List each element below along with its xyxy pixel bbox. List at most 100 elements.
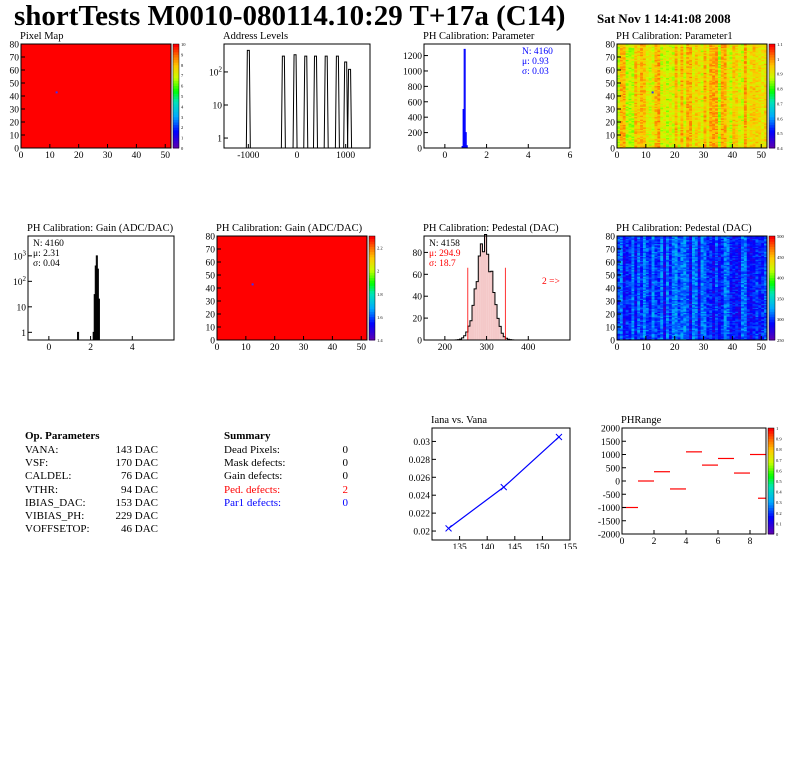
color-scale-bin [369, 303, 375, 307]
heatmap-cell [686, 107, 690, 110]
heatmap-cell [741, 111, 745, 114]
heatmap-cell [622, 301, 626, 303]
heatmap-cell [752, 96, 756, 98]
heatmap-cell [689, 103, 693, 106]
heatmap-cell [752, 119, 756, 121]
heatmap-cell [617, 44, 621, 46]
heatmap-cell [761, 72, 765, 75]
heatmap-cell [631, 76, 635, 79]
heatmap-cell [657, 103, 661, 106]
heatmap-cell [712, 47, 716, 50]
heatmap-cell [628, 324, 632, 326]
histogram-shade [469, 320, 473, 340]
heatmap-cell [700, 88, 704, 90]
heatmap-cell [619, 73, 624, 76]
heatmap-cell [735, 86, 739, 89]
heatmap-cell [686, 53, 690, 55]
heatmap-cell [761, 120, 765, 123]
heatmap-cell [660, 85, 664, 88]
heatmap-cell [746, 46, 750, 49]
heatmap-cell [758, 110, 762, 112]
heatmap-cell [712, 144, 716, 146]
heatmap-cell [637, 49, 641, 51]
heatmap-cell [625, 76, 629, 79]
heatmap-cell [706, 125, 710, 128]
heatmap-cell [619, 259, 624, 261]
heatmap-cell [717, 146, 722, 149]
heatmap-cell [671, 123, 675, 125]
heatmap-cell [619, 281, 624, 284]
heatmap-cell [677, 99, 681, 102]
heatmap-cell [758, 133, 762, 136]
heatmap-cell [674, 76, 678, 79]
heatmap-cell [726, 110, 730, 112]
heatmap-cell [720, 132, 725, 134]
heatmap-cell [741, 138, 745, 141]
heatmap-cell [715, 59, 719, 62]
heatmap-cell [709, 106, 713, 108]
heatmap-cell [700, 103, 704, 106]
heatmap-cell [617, 88, 621, 90]
color-scale-bin [369, 321, 375, 325]
y-tick-label: 80 [206, 233, 216, 243]
heatmap-cell [631, 102, 635, 105]
heatmap-cell [738, 120, 742, 123]
heatmap-cell [619, 280, 624, 282]
heatmap-cell [617, 319, 621, 321]
heatmap-cell [631, 46, 635, 49]
heatmap-cell [648, 125, 652, 128]
heatmap-cell [654, 85, 658, 88]
heatmap-cell [706, 85, 710, 88]
heatmap-cell [743, 118, 748, 120]
heatmap-cell [645, 51, 650, 54]
heatmap-cell [680, 112, 684, 115]
heatmap-cell [640, 59, 644, 62]
heatmap-cell [706, 66, 710, 68]
histogram-shaded [467, 234, 506, 340]
heatmap-cell [651, 125, 655, 128]
heatmap-cell [746, 140, 750, 142]
heatmap-cell [625, 255, 629, 258]
heatmap-cell [680, 68, 684, 71]
heatmap-cell [663, 64, 667, 67]
heatmap-cell [706, 131, 710, 133]
heatmap-cell [654, 75, 658, 77]
heatmap-cell [654, 81, 658, 84]
heatmap-cell [683, 101, 687, 103]
heatmap-cell [761, 59, 765, 62]
heatmap-cell [683, 70, 687, 72]
heatmap-cell [625, 112, 629, 115]
heatmap-cell [749, 57, 753, 59]
heatmap-cell [726, 145, 730, 147]
heatmap-cell [680, 92, 684, 94]
heatmap-cell [697, 93, 701, 95]
heatmap-cell [645, 46, 650, 49]
heatmap-cell [726, 128, 730, 131]
heatmap-cell [706, 49, 710, 51]
heatmap-cell [677, 84, 681, 86]
heatmap-cell [752, 145, 756, 147]
heatmap-cell [694, 64, 699, 67]
heatmap-cell [668, 90, 673, 93]
heatmap-cell [729, 101, 733, 103]
heatmap-cell [634, 99, 638, 102]
heatmap-cell [700, 109, 704, 111]
heatmap-cell [700, 105, 704, 107]
heatmap-cell [752, 110, 756, 112]
heatmap-cell [741, 50, 745, 53]
heatmap-cell [628, 79, 632, 81]
heatmap-cell [735, 127, 739, 129]
heatmap-cell [677, 122, 681, 124]
heatmap-cell [642, 67, 647, 69]
heatmap-cell [700, 46, 704, 49]
heatmap-cell [660, 144, 664, 146]
heatmap-cell [726, 138, 730, 141]
heatmap-cell [689, 90, 693, 93]
heatmap-cell [729, 93, 733, 95]
heatmap-cell [761, 109, 765, 111]
heatmap-cell [628, 141, 632, 144]
heatmap-cell [697, 46, 701, 49]
heatmap-cell [761, 73, 765, 76]
heatmap-cell [700, 81, 704, 84]
heatmap-cell [660, 129, 664, 132]
